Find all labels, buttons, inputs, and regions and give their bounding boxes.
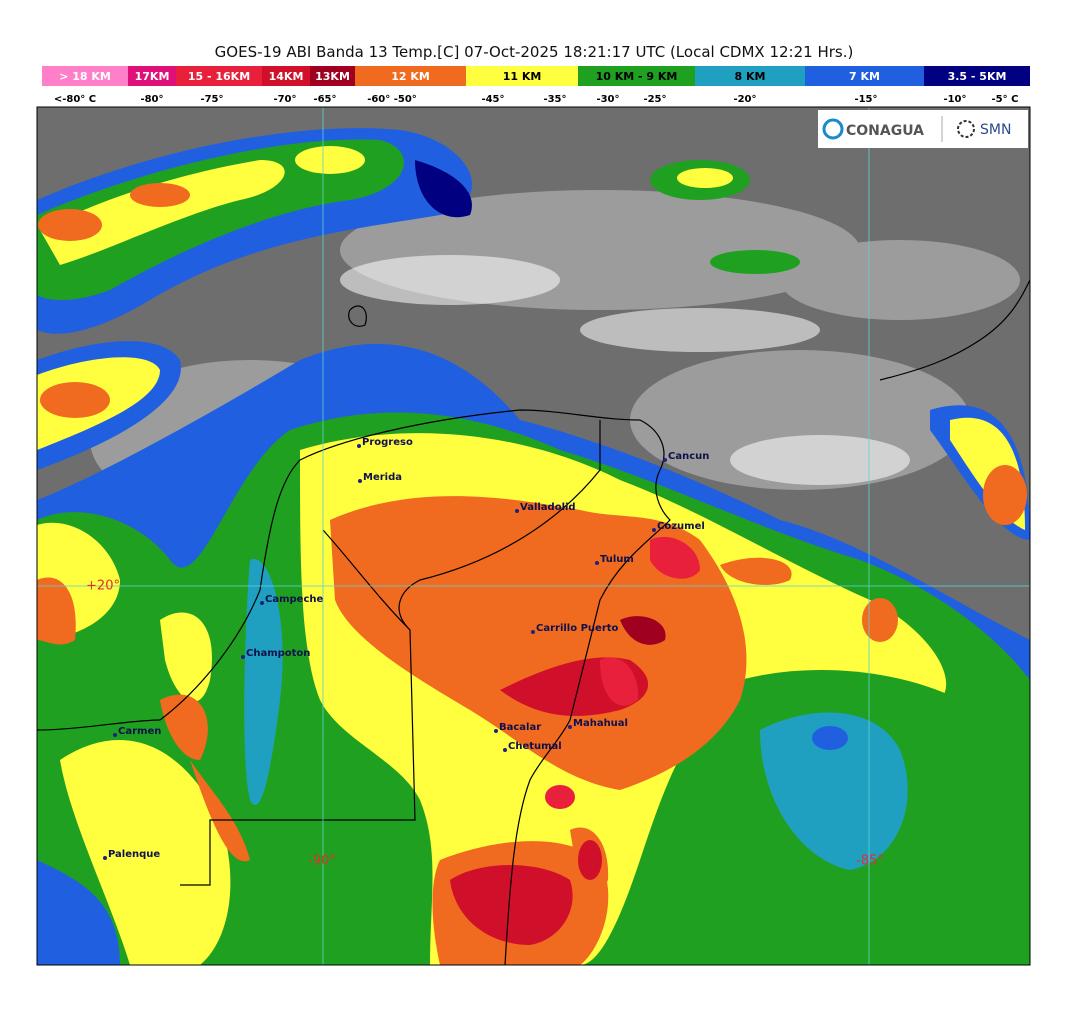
coordinate-label: -90° xyxy=(308,854,336,869)
legend-label: 12 KM xyxy=(391,70,430,83)
city-dot xyxy=(357,444,361,448)
legend-label: 11 KM xyxy=(503,70,542,83)
coordinate-label: -85° xyxy=(856,854,884,869)
legend-swatch xyxy=(924,66,1030,86)
temperature-label: -5° C xyxy=(992,94,1019,105)
legend-label: > 18 KM xyxy=(59,70,111,83)
city-labels: Progreso Merida Valladolid Cancun Cozumel Tul… xyxy=(103,437,709,860)
legend-label: 10 KM - 9 KM xyxy=(596,70,678,83)
temperature-label: -15° xyxy=(854,94,877,105)
city-dot xyxy=(358,479,362,483)
logo-conagua: CONAGUA xyxy=(846,123,924,139)
city-dot xyxy=(568,725,572,729)
city-label: Tulum xyxy=(600,554,634,565)
legend-label: 13KM xyxy=(315,70,350,83)
legend-swatch xyxy=(42,66,128,86)
city-label: Cancun xyxy=(668,451,709,462)
city-dot xyxy=(531,630,535,634)
legend-label: 14KM xyxy=(269,70,304,83)
city-label: Palenque xyxy=(108,849,160,860)
city-dot xyxy=(103,856,107,860)
logos: CONAGUA SMN xyxy=(818,110,1028,148)
legend-swatch xyxy=(695,66,805,86)
city-label: Champoton xyxy=(246,648,310,659)
temperature-label: -35° xyxy=(543,94,566,105)
temperature-label: -30° xyxy=(596,94,619,105)
city-label: Carmen xyxy=(118,726,161,737)
temperature-label: -45° xyxy=(481,94,504,105)
city-label: Carrillo Puerto xyxy=(536,623,619,634)
title: GOES-19 ABI Banda 13 Temp.[C] 07-Oct-202… xyxy=(215,43,854,61)
legend-swatch xyxy=(128,66,176,86)
legend-label: 8 KM xyxy=(735,70,766,83)
city-dot xyxy=(663,458,667,462)
city-label: Cozumel xyxy=(657,521,705,532)
temperature-label: -70° xyxy=(273,94,296,105)
legend-swatch xyxy=(805,66,924,86)
temperature-label: -75° xyxy=(200,94,223,105)
temperature-label: -65° xyxy=(313,94,336,105)
temperature-label: -25° xyxy=(643,94,666,105)
temperature-label: -20° xyxy=(733,94,756,105)
city-label: Bacalar xyxy=(499,722,541,733)
legend: > 18 KM 17KM 15 - 16KM 14KM 13KM 12 KM 11 KM 10… xyxy=(42,66,1030,86)
legend-label: 7 KM xyxy=(849,70,880,83)
coordinate-labels: +20° -90° -85° xyxy=(86,579,884,869)
legend-swatch xyxy=(262,66,310,86)
city-dot xyxy=(113,733,117,737)
city-dot xyxy=(241,655,245,659)
city-dot xyxy=(503,748,507,752)
legend-label: 15 - 16KM xyxy=(188,70,250,83)
city-label: Campeche xyxy=(265,594,323,605)
legend-label: 3.5 - 5KM xyxy=(948,70,1007,83)
city-label: Valladolid xyxy=(520,502,576,513)
city-label: Mahahual xyxy=(573,718,628,729)
temperature-label: -80° xyxy=(140,94,163,105)
legend-swatch xyxy=(176,66,262,86)
temperature-label: <-80° C xyxy=(54,94,96,105)
city-dot xyxy=(515,509,519,513)
city-dot xyxy=(652,528,656,532)
temperature-label: -60° -50° xyxy=(367,94,417,105)
city-label: Chetumal xyxy=(508,741,562,752)
legend-swatch xyxy=(578,66,695,86)
coordinate-label: +20° xyxy=(86,579,120,594)
city-label: Merida xyxy=(363,472,402,483)
legend-label: 17KM xyxy=(135,70,170,83)
legend-swatch xyxy=(355,66,466,86)
legend-swatch xyxy=(466,66,578,86)
city-dot xyxy=(494,729,498,733)
temperature-scale: <-80° C -80° -75° -70° -65° -60° -50° -45° -35°… xyxy=(54,94,1019,105)
city-dot xyxy=(595,561,599,565)
satellite-map: Progreso Merida Valladolid Cancun Cozumel Tul… xyxy=(37,107,1030,965)
logo-smn: SMN xyxy=(980,122,1011,138)
map-frame xyxy=(36,106,1031,966)
temperature-label: -10° xyxy=(943,94,966,105)
legend-swatch xyxy=(310,66,355,86)
city-dot xyxy=(260,601,264,605)
city-label: Progreso xyxy=(362,437,413,448)
